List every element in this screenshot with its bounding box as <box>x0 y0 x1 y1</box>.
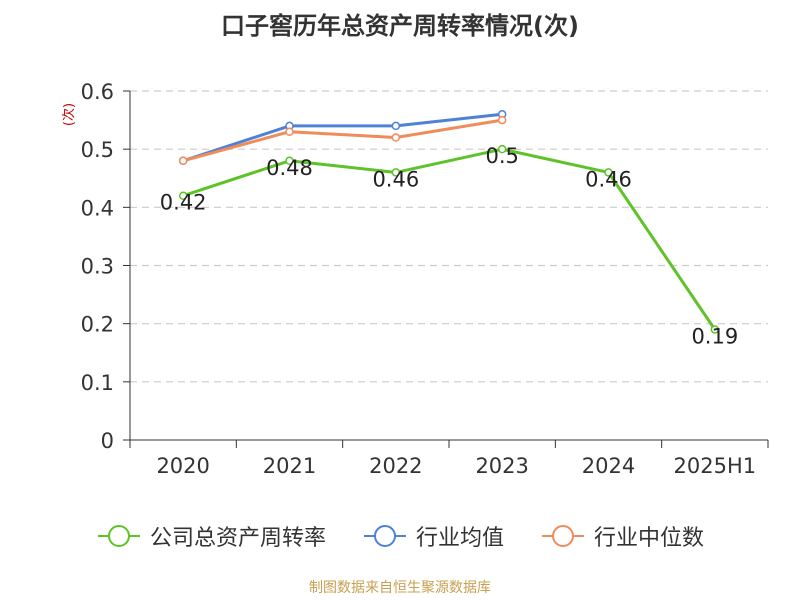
legend-line-circle-icon <box>363 525 406 547</box>
x-tick-label: 2025H1 <box>674 454 757 478</box>
data-point <box>391 121 401 131</box>
data-point <box>285 127 294 136</box>
data-point <box>285 156 294 166</box>
y-tick-label: 0 <box>101 429 114 453</box>
data-label: 0.5 <box>485 144 518 168</box>
data-label: 0.42 <box>160 191 207 215</box>
y-tick-label: 0.6 <box>81 80 114 104</box>
x-tick-label: 2021 <box>263 454 316 478</box>
x-tick-label: 2023 <box>475 454 528 478</box>
data-point <box>391 133 401 142</box>
legend-item-industry-mean[interactable]: 行业均值 <box>362 520 504 552</box>
y-tick-label: 0.4 <box>81 196 114 220</box>
y-tick-label: 0.5 <box>81 138 114 162</box>
data-point <box>710 325 720 334</box>
series-line-2 <box>182 118 503 163</box>
data-point <box>497 115 507 125</box>
legend-item-industry-median[interactable]: 行业中位数 <box>540 520 704 552</box>
line-chart: 0 0.1 0.2 0.3 0.4 0.5 0.6 2020 2021 2022 2023 2024 2… <box>81 80 769 478</box>
data-point <box>391 168 401 177</box>
data-point <box>497 144 507 154</box>
y-tick-label: 0.2 <box>81 313 114 337</box>
data-source-note: 制图数据来自恒生聚源数据库 <box>309 580 491 596</box>
x-tick-label: 2020 <box>156 454 209 478</box>
series-line-1 <box>182 112 503 163</box>
legend-line-circle-icon <box>542 525 584 547</box>
legend-line-circle-icon <box>97 525 140 547</box>
data-label: 0.46 <box>372 167 419 191</box>
chart-title: 口子窖历年总资产周转率情况(次) <box>221 12 579 40</box>
x-tick-label: 2024 <box>582 454 635 478</box>
y-tick-label: 0.1 <box>81 371 114 395</box>
legend-item-company[interactable]: 公司总资产周转率 <box>96 520 326 552</box>
legend-label-industry-median: 行业中位数 <box>594 526 705 551</box>
y-tick-label: 0.3 <box>81 255 114 279</box>
series-line-0 <box>182 147 717 331</box>
data-point <box>178 156 188 166</box>
data-label: 0.48 <box>266 156 313 180</box>
x-tick-label: 2022 <box>369 454 422 478</box>
data-label: 0.19 <box>691 324 738 348</box>
data-point <box>604 168 613 177</box>
data-point <box>178 191 188 200</box>
chart-legend: 公司总资产周转率 行业均值 行业中位数 <box>0 520 800 552</box>
data-label: 0.46 <box>585 167 632 191</box>
legend-label-industry-mean: 行业均值 <box>415 526 504 551</box>
legend-label-company: 公司总资产周转率 <box>149 526 326 551</box>
